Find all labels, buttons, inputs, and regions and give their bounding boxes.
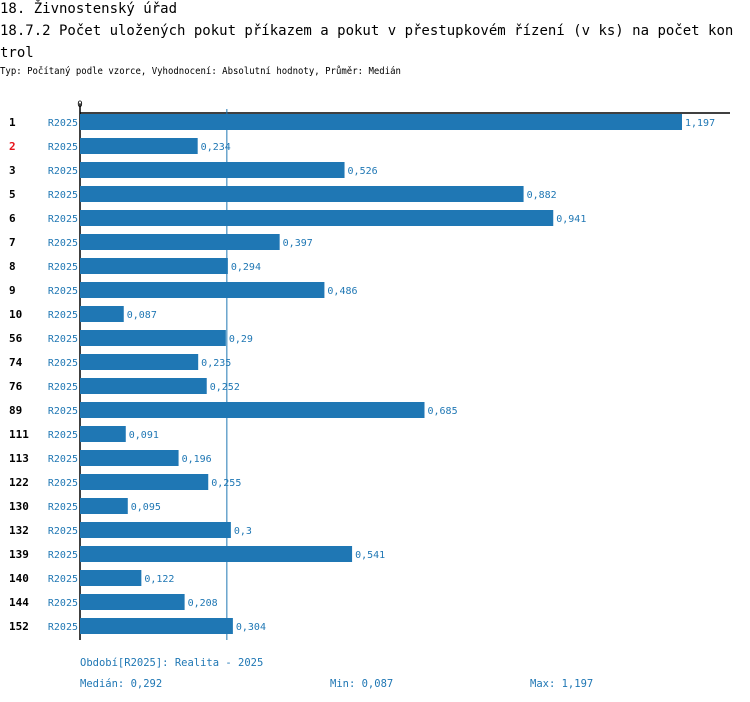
value-label: 0,095 [131,502,161,513]
min-stat: Min: 0,087 [330,678,394,690]
value-label: 0,304 [236,622,266,633]
value-label: 0,087 [127,310,157,321]
bar [80,138,198,154]
bar [80,618,233,634]
value-label: 0,091 [129,430,159,441]
max-stat: Max: 1,197 [530,678,594,690]
period-legend: Období[R2025]: Realita - 2025 [80,657,264,669]
bar [80,162,345,178]
bar [80,258,228,274]
series-label: R2025 [48,622,78,633]
value-label: 0,3 [234,526,252,537]
category-label: 89 [9,404,22,417]
category-label: 2 [9,140,16,153]
bar [80,522,231,538]
category-label: 111 [9,428,29,441]
value-label: 0,29 [229,334,253,345]
series-label: R2025 [48,286,78,297]
value-label: 0,234 [201,142,231,153]
bar [80,594,185,610]
series-label: R2025 [48,478,78,489]
series-label: R2025 [48,454,78,465]
series-label: R2025 [48,502,78,513]
category-label: 122 [9,476,29,489]
category-label: 144 [9,596,29,609]
bar [80,282,325,298]
series-label: R2025 [48,190,78,201]
chart-title: 18.7.2 Počet uložených pokut příkazem a … [0,23,734,61]
bar [80,378,207,394]
median-stat: Medián: 0,292 [80,678,163,690]
category-label: 74 [9,356,23,369]
value-label: 0,196 [182,454,212,465]
bar [80,546,353,562]
series-label: R2025 [48,430,78,441]
category-label: 3 [9,164,16,177]
bar [80,450,179,466]
value-label: 0,486 [327,286,357,297]
bar [80,402,425,418]
value-label: 0,255 [211,478,241,489]
category-label: 130 [9,500,29,513]
value-label: 0,294 [231,262,261,273]
bar [80,474,209,490]
series-label: R2025 [48,310,78,321]
chart-subtitle: Typ: Počítaný podle vzorce, Vyhodnocení:… [0,66,401,77]
category-label: 8 [9,260,16,273]
bar [80,498,128,514]
value-label: 0,685 [428,406,458,417]
category-label: 6 [9,212,16,225]
series-label: R2025 [48,238,78,249]
bar [80,210,554,226]
value-label: 0,526 [348,166,378,177]
bar [80,306,124,322]
value-label: 0,397 [283,238,313,249]
category-label: 9 [9,284,16,297]
bar [80,570,142,586]
category-label: 76 [9,380,23,393]
value-label: 0,122 [144,574,174,585]
category-label: 5 [9,188,16,201]
category-label: 140 [9,572,29,585]
series-label: R2025 [48,598,78,609]
category-label: 139 [9,548,29,561]
series-label: R2025 [48,262,78,273]
value-label: 1,197 [685,118,715,129]
bar [80,426,126,442]
category-label: 1 [9,116,16,129]
series-label: R2025 [48,574,78,585]
bar [80,114,682,130]
series-label: R2025 [48,334,78,345]
value-label: 0,941 [556,214,586,225]
series-label: R2025 [48,166,78,177]
value-label: 0,252 [210,382,240,393]
x-tick-label: 0 [77,100,82,110]
series-label: R2025 [48,550,78,561]
category-label: 10 [9,308,22,321]
series-label: R2025 [48,382,78,393]
value-label: 0,882 [527,190,557,201]
section-title: 18. Živnostenský úřad [0,1,178,17]
series-label: R2025 [48,406,78,417]
series-label: R2025 [48,526,78,537]
category-label: 7 [9,236,16,249]
series-label: R2025 [48,142,78,153]
category-label: 56 [9,332,23,345]
bar [80,186,524,202]
bar [80,330,226,346]
bar [80,234,280,250]
bar [80,354,199,370]
series-label: R2025 [48,358,78,369]
category-label: 113 [9,452,29,465]
series-label: R2025 [48,214,78,225]
category-label: 132 [9,524,29,537]
category-label: 152 [9,620,29,633]
series-label: R2025 [48,118,78,129]
value-label: 0,208 [188,598,218,609]
value-label: 0,541 [355,550,385,561]
value-label: 0,235 [201,358,231,369]
